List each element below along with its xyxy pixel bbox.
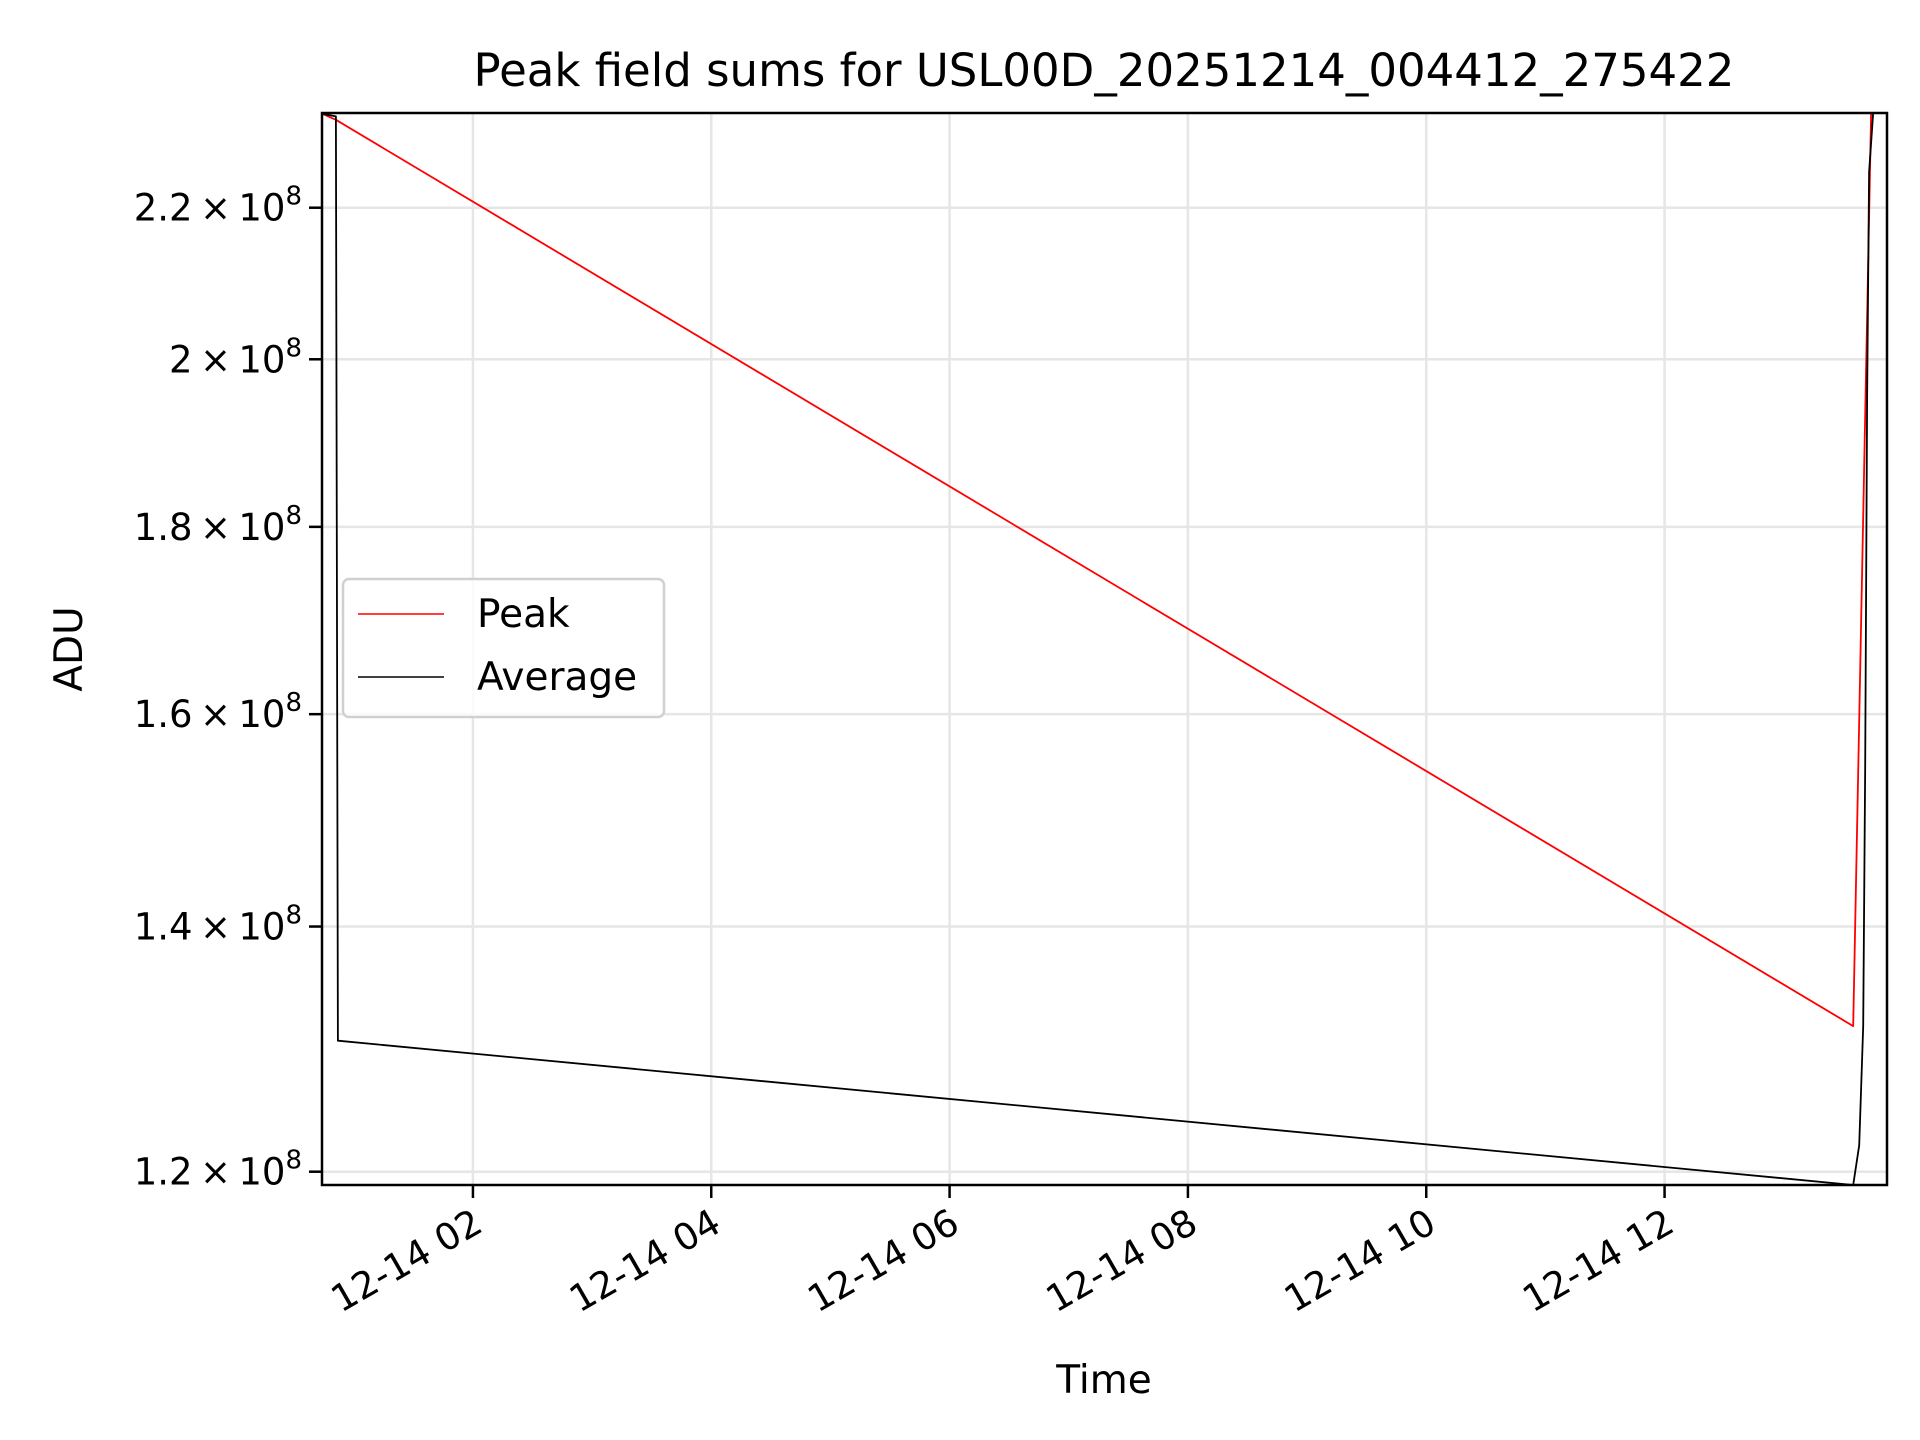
y-axis-label: ADU — [47, 606, 92, 691]
legend-label-peak: Peak — [477, 592, 570, 637]
series-line-peak — [322, 113, 1872, 1027]
y-tick-label: 1.6 × 108 — [134, 688, 302, 736]
legend: Peak Average — [341, 577, 666, 719]
legend-label-average: Average — [477, 655, 637, 700]
plot-lines — [322, 113, 1874, 1185]
plot-frame — [320, 111, 1889, 1187]
y-tick-label: 2.2 × 108 — [134, 182, 302, 230]
y-tick-label: 2 × 108 — [169, 333, 302, 381]
series-line-average — [322, 113, 1874, 1185]
x-axis-label: Time — [1055, 1358, 1151, 1403]
y-tick-label: 1.2 × 108 — [134, 1146, 302, 1194]
y-tick-label: 1.4 × 108 — [134, 901, 302, 949]
y-axis-ticks: 1.2 × 108 1.4 × 108 1.6 × 108 1.8 × 108 2 × … — [134, 182, 322, 1194]
chart-title: Peak field sums for USL00D_20251214_0044… — [474, 44, 1735, 97]
y-tick-label: 1.8 × 108 — [134, 501, 302, 549]
